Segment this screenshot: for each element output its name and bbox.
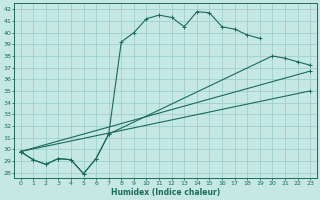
X-axis label: Humidex (Indice chaleur): Humidex (Indice chaleur)	[111, 188, 220, 197]
